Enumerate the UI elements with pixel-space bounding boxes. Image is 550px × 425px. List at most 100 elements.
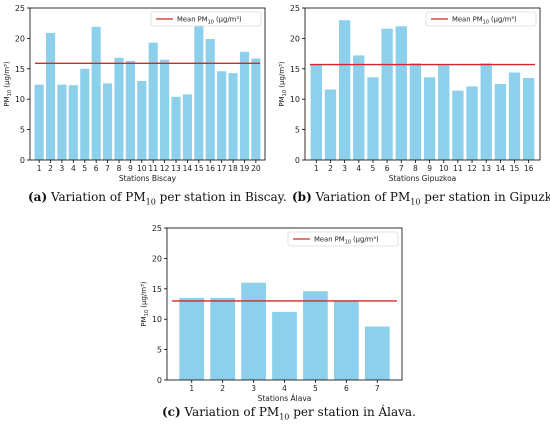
- x-tick-label: 2: [220, 384, 225, 393]
- x-tick-label: 1: [189, 384, 194, 393]
- bar-station-16: [523, 77, 535, 160]
- x-tick-label: 7: [399, 164, 404, 173]
- legend-label: Mean PM10 (µg/m³): [177, 16, 242, 26]
- bar-station-8: [409, 63, 422, 160]
- bar-station-3: [241, 282, 266, 380]
- bar-station-2: [324, 89, 337, 160]
- bar-station-9: [125, 60, 135, 161]
- y-tick-label: 5: [295, 126, 300, 135]
- x-tick-label: 18: [228, 164, 238, 173]
- y-axis-label: PM10 (µg/m³): [3, 61, 13, 107]
- x-tick-label: 2: [48, 164, 53, 173]
- bar-station-5: [80, 68, 90, 160]
- y-tick-label: 15: [290, 65, 300, 74]
- bar-station-3: [57, 84, 67, 160]
- bar-station-4: [272, 311, 297, 380]
- y-tick-label: 25: [290, 4, 300, 13]
- y-tick-label: 5: [157, 346, 162, 355]
- bar-station-7: [103, 83, 113, 160]
- x-tick-label: 5: [371, 164, 376, 173]
- x-tick-label: 19: [240, 164, 250, 173]
- y-tick-label: 25: [15, 4, 25, 13]
- x-tick-label: 8: [117, 164, 122, 173]
- bar-station-20: [251, 58, 261, 160]
- bar-station-7: [364, 326, 390, 380]
- bar-station-4: [353, 55, 365, 161]
- bar-station-19: [239, 51, 250, 160]
- bar-station-6: [91, 26, 101, 161]
- x-tick-label: 7: [375, 384, 380, 393]
- y-tick-label: 0: [20, 156, 25, 165]
- y-tick-label: 20: [152, 254, 162, 263]
- x-tick-label: 6: [385, 164, 390, 173]
- y-axis-label: PM10 (µg/m³): [140, 281, 150, 327]
- x-tick-label: 4: [356, 164, 361, 173]
- x-tick-label: 7: [105, 164, 110, 173]
- plot-frame: [29, 7, 266, 161]
- y-tick-label: 20: [15, 34, 25, 43]
- bar-station-14: [182, 94, 192, 160]
- bar-station-5: [303, 291, 328, 380]
- caption-gipuzkoa: (b) Variation of PM10 per station in Gip…: [292, 190, 550, 207]
- x-tick-label: 1: [314, 164, 319, 173]
- x-tick-label: 9: [427, 164, 432, 173]
- bar-station-16: [205, 39, 215, 161]
- bar-station-4: [68, 85, 78, 160]
- x-tick-label: 8: [413, 164, 418, 173]
- x-tick-label: 11: [148, 164, 158, 173]
- x-tick-label: 1: [37, 164, 42, 173]
- x-tick-label: 6: [344, 384, 349, 393]
- bar-station-1: [34, 84, 44, 160]
- x-tick-label: 5: [82, 164, 87, 173]
- bar-station-7: [395, 26, 407, 160]
- legend-box: [425, 11, 537, 27]
- x-tick-label: 12: [467, 164, 477, 173]
- bar-station-18: [228, 73, 238, 160]
- legend-box: [150, 11, 262, 27]
- x-tick-label: 10: [439, 164, 449, 173]
- x-tick-label: 13: [171, 164, 181, 173]
- bar-station-1: [310, 63, 322, 160]
- x-tick-label: 13: [481, 164, 491, 173]
- x-tick-label: 5: [313, 384, 318, 393]
- bar-station-15: [194, 26, 204, 160]
- x-tick-label: 16: [524, 164, 534, 173]
- x-tick-label: 6: [94, 164, 99, 173]
- legend-box: [287, 231, 399, 247]
- bar-station-2: [45, 32, 56, 160]
- x-tick-label: 20: [251, 164, 261, 173]
- x-tick-label: 9: [128, 164, 133, 173]
- caption-alava: (c) Variation of PM10 per station in Ála…: [162, 405, 416, 422]
- y-tick-label: 15: [152, 285, 162, 294]
- bar-station-15: [508, 72, 521, 160]
- bar-station-10: [438, 65, 450, 160]
- legend-label: Mean PM10 (µg/m³): [314, 236, 379, 246]
- bar-station-13: [480, 63, 492, 160]
- bar-station-1: [179, 297, 205, 380]
- chart-alava: 0 5 10 15 20 25 1 2 3 4 5 6 7 Stations Álava PM10 (µg/…: [140, 224, 403, 403]
- y-tick-label: 25: [152, 224, 162, 233]
- y-tick-label: 10: [152, 315, 162, 324]
- bar-station-11: [148, 42, 158, 160]
- bar-station-2: [210, 297, 236, 380]
- x-axis-label: Stations Biscay: [119, 174, 177, 183]
- x-tick-label: 2: [328, 164, 333, 173]
- bar-station-5: [367, 77, 379, 160]
- y-tick-label: 0: [295, 156, 300, 165]
- x-tick-label: 16: [205, 164, 215, 173]
- y-tick-label: 10: [290, 95, 300, 104]
- x-tick-label: 4: [282, 384, 287, 393]
- y-tick-label: 0: [157, 376, 162, 385]
- x-tick-label: 15: [194, 164, 204, 173]
- bar-station-3: [338, 20, 351, 160]
- bar-station-9: [423, 77, 436, 160]
- bar-station-12: [466, 86, 478, 160]
- y-axis-label: PM10 (µg/m³): [278, 61, 288, 107]
- bar-station-6: [381, 28, 393, 161]
- x-tick-label: 3: [60, 164, 65, 173]
- legend-label: Mean PM10 (µg/m³): [452, 16, 517, 26]
- bar-station-8: [114, 57, 124, 160]
- y-tick-label: 20: [290, 34, 300, 43]
- bar-station-10: [137, 80, 147, 160]
